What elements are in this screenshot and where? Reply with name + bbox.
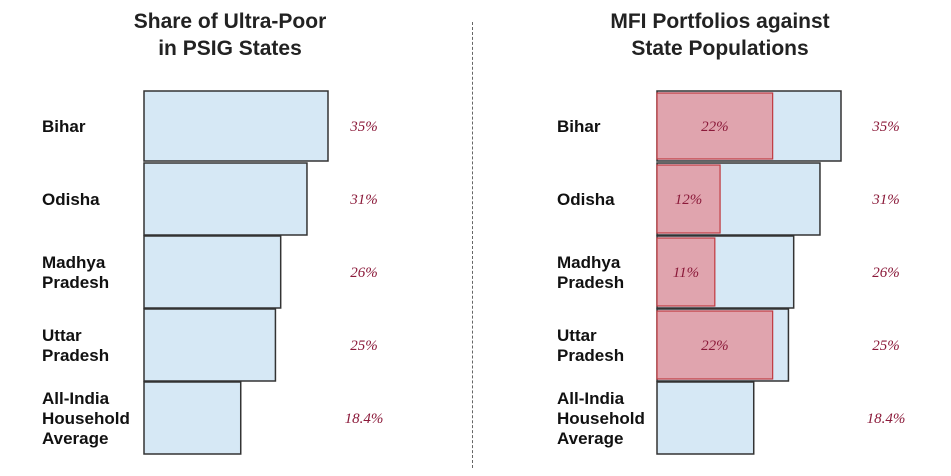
right-category-label: Madhya Pradesh bbox=[557, 253, 624, 292]
right-value-label: 18.4% bbox=[867, 411, 906, 427]
right-mfi-overlay-bar bbox=[656, 310, 774, 380]
left-bar bbox=[143, 308, 277, 382]
left-value-label: 31% bbox=[349, 192, 378, 208]
right-mfi-overlay-bar bbox=[656, 92, 774, 160]
right-category-label: Bihar bbox=[557, 117, 601, 136]
right-overlay-value-label: 22% bbox=[701, 119, 729, 135]
left-bar bbox=[143, 235, 282, 309]
left-category-label: Bihar bbox=[42, 117, 86, 136]
left-bar bbox=[143, 90, 329, 162]
left-bar bbox=[143, 162, 308, 236]
right-value-label: 31% bbox=[871, 192, 900, 208]
right-population-bar bbox=[656, 381, 755, 455]
right-value-label: 35% bbox=[871, 119, 900, 135]
right-category-label: Odisha bbox=[557, 190, 615, 209]
right-overlay-value-label: 11% bbox=[673, 265, 699, 281]
right-value-label: 25% bbox=[872, 338, 900, 354]
right-category-label: Uttar Pradesh bbox=[557, 326, 624, 365]
right-value-label: 26% bbox=[872, 265, 900, 281]
left-value-label: 25% bbox=[350, 338, 378, 354]
left-category-label: Uttar Pradesh bbox=[42, 326, 109, 365]
chart-title-mfi-portfolios: MFI Portfolios against State Populations bbox=[610, 10, 830, 60]
chart-title-ultra-poor: Share of Ultra-Poor in PSIG States bbox=[133, 10, 327, 60]
right-overlay-value-label: 22% bbox=[701, 338, 729, 354]
right-overlay-value-label: 12% bbox=[675, 192, 703, 208]
left-category-label: All-India Household Average bbox=[42, 389, 130, 448]
left-category-label: Madhya Pradesh bbox=[42, 253, 109, 292]
left-category-label: Odisha bbox=[42, 190, 100, 209]
right-mfi-overlay-bar bbox=[656, 237, 716, 307]
right-mfi-overlay-bar bbox=[656, 164, 721, 234]
left-value-label: 26% bbox=[350, 265, 378, 281]
left-value-label: 18.4% bbox=[345, 411, 384, 427]
left-value-label: 35% bbox=[349, 119, 378, 135]
panel-divider bbox=[472, 22, 473, 468]
right-category-label: All-India Household Average bbox=[557, 389, 645, 448]
left-bar bbox=[143, 381, 242, 455]
